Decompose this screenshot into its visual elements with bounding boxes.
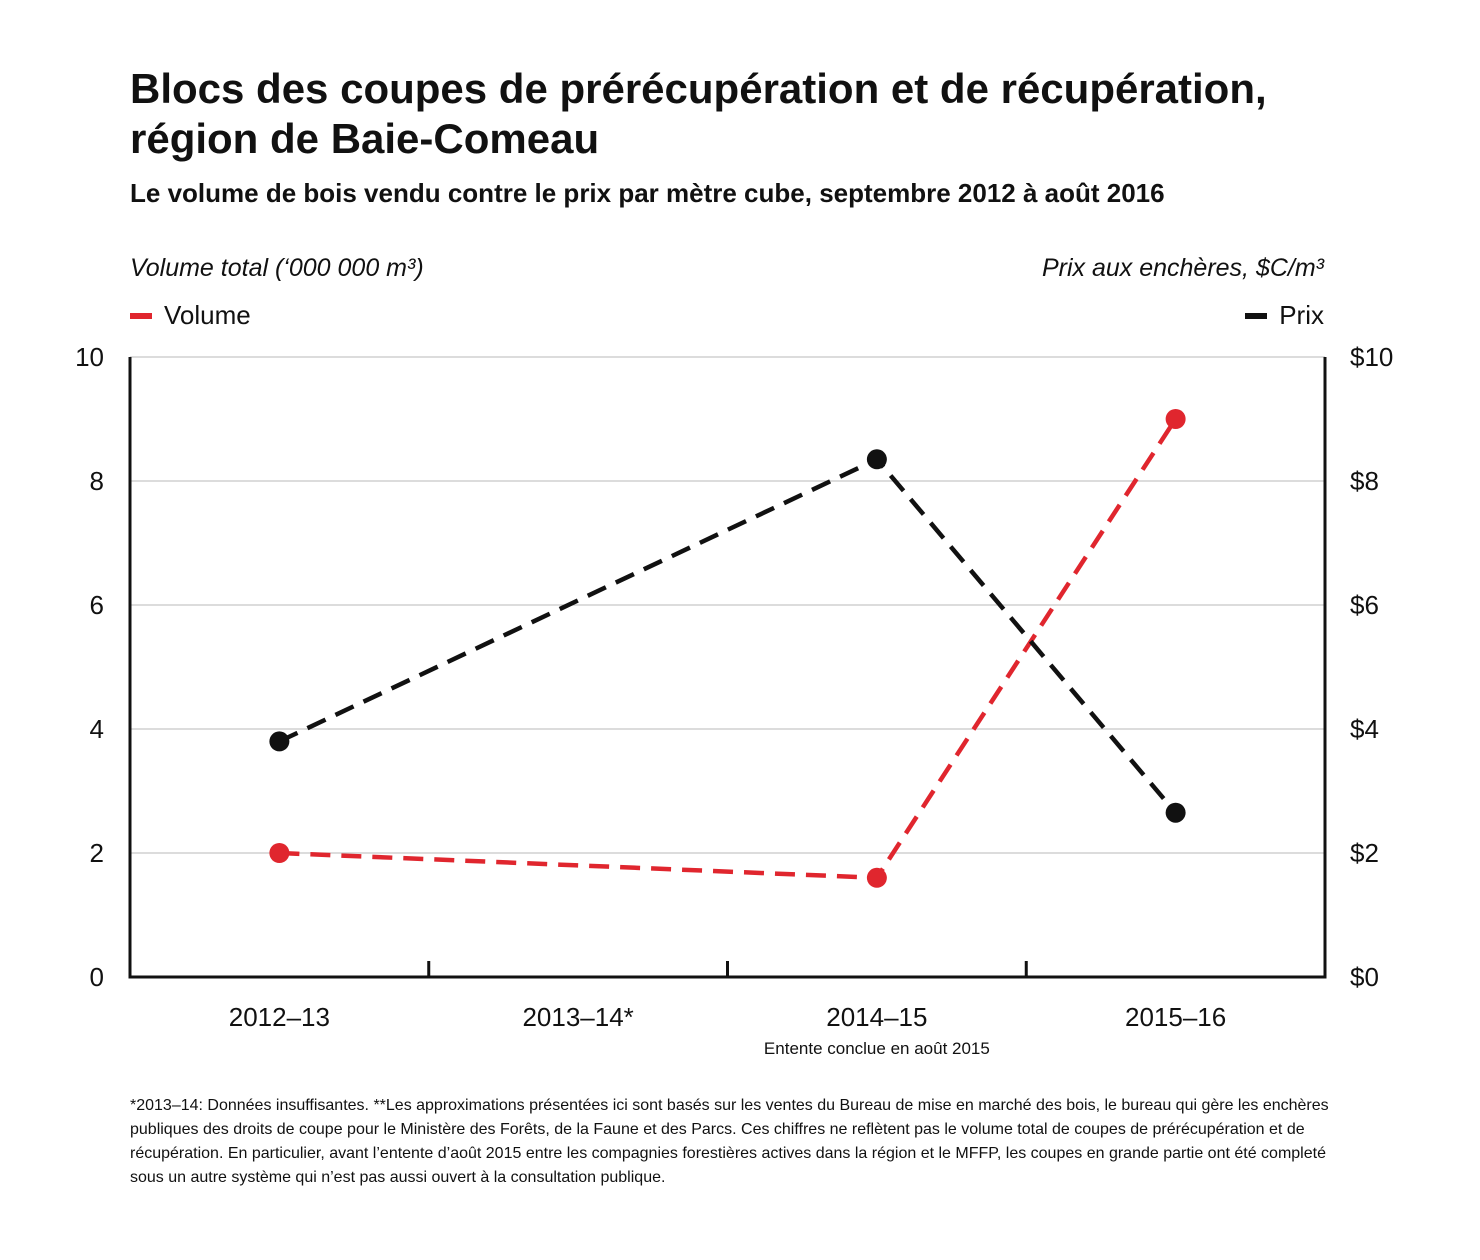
y-left-tick-label: 8 [90, 466, 104, 496]
x-tick-label: 2015–16 [1125, 1002, 1226, 1032]
y-right-tick-label: $4 [1350, 714, 1379, 744]
y-left-tick-label: 4 [90, 714, 104, 744]
x-tick-label: 2012–13 [229, 1002, 330, 1032]
legend-prix: Prix [1245, 300, 1324, 331]
y-left-tick-label: 10 [75, 342, 104, 372]
legend-volume-label: Volume [164, 300, 251, 330]
y-right-tick-label: $0 [1350, 962, 1379, 992]
legend-volume: Volume [130, 300, 251, 331]
y-left-tick-label: 2 [90, 838, 104, 868]
data-point-volume [1165, 409, 1186, 429]
footnote: *2013–14: Données insuffisantes. **Les a… [130, 1097, 1329, 1186]
y-right-tick-label: $8 [1350, 466, 1379, 496]
y-left-axis-label: Volume total (‘000 000 m³) [130, 254, 424, 282]
y-left-tick-label: 6 [90, 590, 104, 620]
legend-volume-swatch [130, 312, 152, 319]
series-line-volume [279, 417, 1178, 881]
data-point-prix [269, 731, 290, 752]
y-right-tick-label: $2 [1350, 838, 1379, 868]
data-point-prix [866, 449, 887, 470]
data-point-volume [269, 843, 290, 863]
chart-title: Blocs des coupes de prérécupération et d… [130, 65, 1267, 162]
legend-prix-label: Prix [1279, 300, 1324, 330]
y-right-tick-label: $6 [1350, 590, 1379, 620]
x-tick-label: 2013–14* [522, 1002, 633, 1032]
y-right-tick-label: $10 [1350, 342, 1393, 372]
data-point-volume [866, 867, 887, 888]
line-chart: 0 2 4 6 8 10 $0 $2 $4 $6 $8 $10 2012–13 2013–14* 2014–… [75, 342, 1393, 1058]
chart-subtitle: Le volume de bois vendu contre le prix p… [130, 178, 1165, 208]
y-left-tick-label: 0 [90, 962, 104, 992]
series-line-prix [278, 456, 1178, 815]
x-category-note: Entente conclue en août 2015 [764, 1039, 990, 1058]
data-point-prix [1165, 802, 1186, 823]
legend-prix-swatch [1245, 312, 1268, 319]
y-right-axis-label: Prix aux enchères, $C/m³ [1041, 254, 1324, 282]
x-tick-label: 2014–15 [826, 1002, 927, 1032]
